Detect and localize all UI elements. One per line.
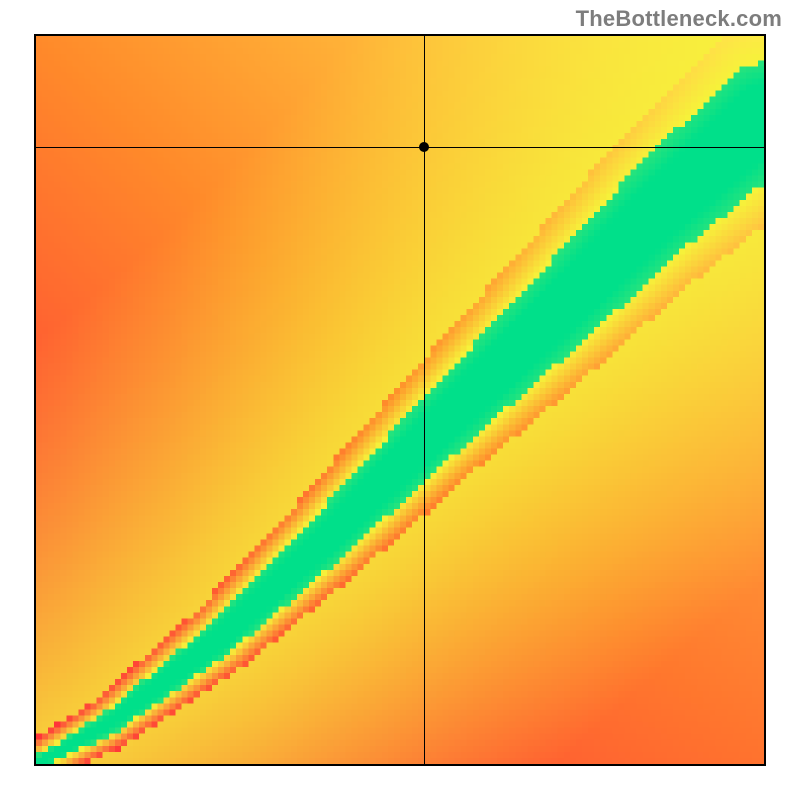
crosshair-horizontal xyxy=(36,147,764,148)
crosshair-marker xyxy=(419,142,429,152)
heatmap-plot xyxy=(34,34,766,766)
heatmap-canvas xyxy=(36,36,764,764)
watermark-text: TheBottleneck.com xyxy=(576,6,782,32)
